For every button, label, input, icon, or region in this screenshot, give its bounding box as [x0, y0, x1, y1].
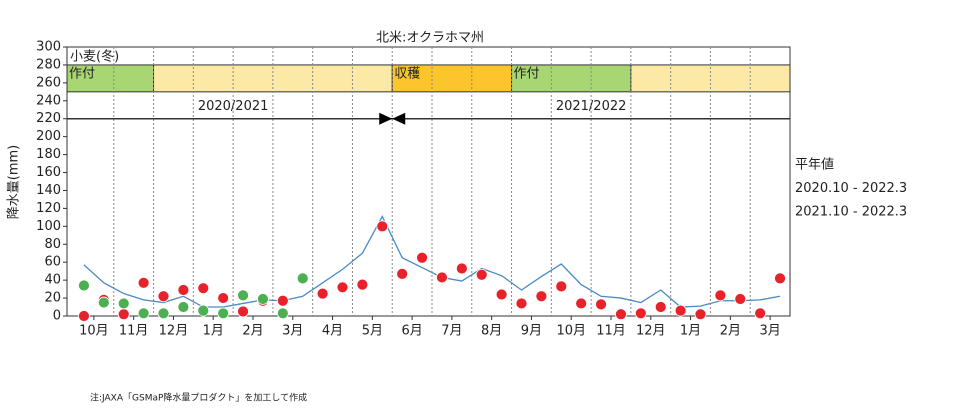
data-point	[137, 307, 150, 320]
data-point	[276, 307, 289, 320]
data-point	[177, 301, 190, 313]
y-tick-label: 120	[36, 201, 61, 216]
data-point	[674, 304, 687, 317]
data-point	[197, 304, 210, 317]
plot-frame	[66, 46, 791, 317]
data-point	[535, 290, 548, 303]
x-tick-label: 9月	[521, 324, 542, 339]
footnote: 注:JAXA「GSMaP降水量プロダクト」を加工して作成	[90, 392, 307, 404]
data-point	[416, 251, 428, 264]
average-line	[83, 215, 781, 308]
data-point	[336, 281, 349, 294]
x-tick-label: 2月	[242, 324, 263, 339]
crop-phase	[511, 64, 632, 93]
y-tick-label: 140	[36, 183, 61, 198]
data-point	[654, 301, 667, 313]
data-point	[615, 308, 627, 321]
x-tick-label: 1月	[680, 324, 701, 339]
y-tick-label: 240	[36, 93, 61, 108]
y-tick-label: 280	[36, 57, 61, 72]
data-point	[78, 310, 90, 322]
y-tick-label: 80	[44, 237, 61, 252]
x-tick-label: 12月	[159, 324, 189, 339]
data-point	[714, 289, 727, 302]
data-point	[276, 294, 289, 307]
x-tick-label: 8月	[481, 324, 502, 339]
crop-label: 小麦(冬)	[70, 48, 119, 64]
crop-phase-label: 作付	[514, 66, 540, 81]
x-tick-label: 11月	[596, 324, 626, 339]
y-tick-label: 160	[36, 165, 61, 180]
data-point	[734, 293, 747, 305]
y-tick-label: 0	[53, 309, 61, 324]
data-point	[117, 308, 130, 321]
data-point	[575, 297, 588, 310]
data-point	[197, 282, 210, 295]
x-tick-label: 7月	[441, 324, 462, 339]
x-tick-label: 3月	[282, 324, 303, 339]
season-label: 2021/2022	[556, 99, 627, 114]
data-point	[754, 307, 767, 320]
data-point	[774, 272, 786, 285]
x-tick-label: 4月	[322, 324, 343, 339]
y-tick-label: 300	[36, 40, 61, 55]
data-point	[515, 297, 528, 310]
data-point	[455, 262, 468, 275]
x-tick-label: 1月	[203, 324, 224, 339]
data-point	[217, 307, 230, 320]
data-point	[237, 305, 249, 318]
y-tick-label: 100	[36, 219, 61, 234]
data-point	[634, 307, 647, 320]
crop-phase	[391, 64, 513, 93]
data-point	[694, 308, 707, 321]
y-tick-label: 200	[36, 129, 61, 144]
y-tick-label: 40	[44, 273, 61, 288]
crop-phase-label: 収穫	[394, 66, 420, 81]
data-point	[296, 272, 309, 285]
x-tick-label: 10月	[79, 324, 109, 339]
data-point	[117, 297, 130, 310]
harvest-marker	[379, 112, 406, 125]
data-point	[157, 290, 170, 303]
data-point	[316, 287, 329, 300]
x-tick-label: 5月	[362, 324, 383, 339]
x-tick-label: 10月	[556, 324, 586, 339]
y-tick-label: 220	[36, 111, 61, 126]
data-point	[237, 289, 249, 302]
legend-entry: 2021.10 - 2022.3	[795, 205, 907, 220]
crop-phase	[66, 64, 155, 93]
x-tick-label: 6月	[401, 324, 422, 339]
chart-title: 北米:オクラホマ州	[376, 31, 484, 46]
data-point	[97, 296, 110, 309]
data-point	[475, 268, 488, 281]
y-tick-label: 60	[44, 255, 61, 270]
legend-entry: 平年値	[795, 157, 834, 173]
x-tick-label: 2月	[720, 324, 741, 339]
data-point	[495, 288, 508, 301]
x-tick-label: 12月	[636, 324, 666, 339]
data-point	[78, 279, 90, 292]
legend-entry: 2020.10 - 2022.3	[795, 181, 907, 196]
data-point	[396, 267, 409, 280]
y-tick-label: 180	[36, 147, 61, 162]
x-tick-label: 11月	[119, 324, 149, 339]
data-point	[177, 284, 190, 296]
y-tick-label: 20	[44, 291, 61, 306]
x-tick-label: 3月	[759, 324, 780, 339]
data-point	[376, 220, 389, 233]
data-point	[436, 271, 448, 284]
data-point	[217, 292, 230, 304]
data-point	[555, 280, 568, 293]
y-tick-label: 260	[36, 75, 61, 90]
data-point	[356, 278, 369, 291]
data-point	[137, 276, 150, 289]
crop-phase-label: 作付	[69, 66, 95, 81]
y-axis-label: 降水量(mm)	[7, 145, 22, 219]
data-point	[257, 293, 269, 305]
season-label: 2020/2021	[198, 99, 269, 114]
data-point	[157, 307, 170, 320]
data-point	[595, 298, 607, 311]
